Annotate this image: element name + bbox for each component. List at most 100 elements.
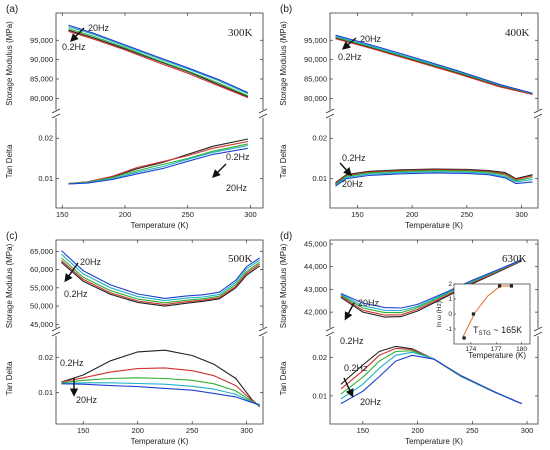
inset-chart: 174 177 180 -1 0 1 2 Temperature (K) ln ω (Hz) TS… (436, 281, 531, 360)
series-line-black (61, 349, 261, 408)
panel-a: 80,000 85,000 90,000 95,000 Storage Modulus … (5, 4, 268, 230)
series-line-cyan (61, 253, 261, 302)
frame-top (329, 239, 539, 328)
storage-modulus-subplot: 80,000 85,000 90,000 95,000 Storage Modulus … (279, 21, 538, 106)
x-tick-label: 250 (181, 210, 194, 219)
series-line-blue (61, 383, 260, 406)
y-tick-label: 90,000 (304, 55, 327, 64)
tan-delta-subplot: 0.01 0.02 Tan Delta (279, 345, 538, 405)
x-axis-title: Temperature (K) (405, 221, 463, 230)
axis-break (258, 113, 268, 119)
y-tick-label: 0.02 (38, 134, 53, 143)
freq-label-low: 0.2Hz (338, 52, 362, 62)
inset-y-tick-label: 2 (448, 281, 452, 288)
x-tick-label: 300 (244, 210, 257, 219)
series-line-red (68, 30, 249, 99)
freq-label-low: 0.2Hz (64, 289, 88, 299)
y-tick-label: 80,000 (304, 94, 327, 103)
series-line-green (68, 28, 249, 97)
x-tick-label: 150 (357, 426, 370, 435)
x-tick-label: 200 (406, 210, 419, 219)
inset-frame (453, 283, 531, 345)
inset-y-tick-label: 0 (448, 311, 452, 318)
y-tick-label: 42,000 (304, 308, 327, 317)
frequency-arrow (341, 37, 357, 50)
series-line-black (68, 29, 249, 98)
inset-x-tick-label: 180 (516, 346, 527, 353)
series-line-blue (335, 34, 533, 94)
series-line-cyan (335, 171, 533, 186)
series-line-blue (335, 172, 533, 187)
y-tick-label: 60,000 (30, 265, 53, 274)
freq-label-high: 20Hz (76, 395, 98, 405)
freq-label-low: 0.2Hz (342, 153, 366, 163)
tan-delta-subplot: 0.01 0.02 Tan Delta (5, 349, 263, 408)
frame (325, 239, 543, 425)
x-tick-label: 300 (521, 426, 534, 435)
y-tick-label: 55,000 (30, 283, 53, 292)
x-tick-label: 250 (466, 426, 479, 435)
inset-x-axis-title: Temperature (K) (468, 351, 526, 360)
inset-data-point (462, 336, 466, 340)
frame (51, 12, 268, 209)
series-line-blue (340, 354, 522, 405)
panel-letter: (a) (6, 4, 18, 15)
series-line-green (61, 257, 261, 304)
y-tick-label: 65,000 (30, 247, 53, 256)
y-tick-label: 0.02 (312, 134, 327, 143)
freq-label-low: 0.2Hz (226, 152, 250, 162)
x-axis-title: Temperature (K) (131, 221, 189, 230)
y-axis-title: Tan Delta (5, 144, 14, 178)
inset-y-tick-label: 1 (448, 296, 452, 303)
series-line-black (335, 37, 533, 95)
x-axis-title: Temperature (K) (131, 437, 189, 446)
frame-bottom (329, 336, 539, 425)
series-line-black (61, 261, 261, 307)
y-axis-title: Tan Delta (5, 361, 14, 395)
freq-label-low: 0.2Hz (340, 336, 364, 346)
temperature-label: 300K (228, 27, 253, 39)
inset-data-point (498, 284, 502, 288)
y-tick-label: 0.02 (38, 353, 53, 362)
frame-top (55, 239, 264, 328)
frequency-arrow (70, 27, 85, 42)
freq-label-high: 20Hz (358, 298, 380, 308)
y-tick-label: 0.01 (312, 174, 327, 183)
series-line-cyan (61, 382, 260, 406)
inset-annotation: TSTG ~ 165K (473, 325, 522, 337)
freq-label-low: 0.2Hz (344, 363, 368, 373)
x-axis-title: Temperature (K) (405, 437, 463, 446)
axis-break (258, 326, 268, 332)
series-line-blue (61, 250, 261, 299)
series-line-black (340, 260, 522, 318)
axis-break (533, 113, 543, 119)
x-tick-label: 200 (411, 426, 424, 435)
y-axis-title: Storage Modulus (MPa) (279, 21, 288, 106)
x-tick-label: 250 (461, 210, 474, 219)
y-tick-label: 95,000 (30, 36, 53, 45)
series-line-blue (68, 24, 249, 94)
x-tick-label: 300 (515, 210, 528, 219)
panel-letter: (c) (6, 231, 18, 242)
temperature-label: 630K (502, 253, 527, 265)
y-axis-title: Storage Modulus (MPa) (5, 21, 14, 106)
frame-top (55, 12, 264, 110)
series-line-red (340, 260, 522, 316)
y-tick-label: 0.01 (312, 391, 327, 400)
inset-y-tick-label: -1 (446, 326, 452, 333)
frequency-arrow (64, 262, 79, 283)
frequency-arrow (343, 377, 354, 398)
x-tick-label: 150 (56, 210, 69, 219)
y-tick-label: 44,000 (304, 262, 327, 271)
axis-break (258, 331, 268, 337)
y-tick-label: 0.02 (312, 353, 327, 362)
frame (325, 12, 543, 209)
series-line-blue (68, 147, 248, 185)
axis-break (325, 331, 335, 337)
y-axis-title: Storage Modulus (MPa) (5, 243, 14, 328)
x-tick-label: 300 (240, 426, 253, 435)
x-tick-label: 200 (131, 426, 144, 435)
freq-label-high: 20Hz (80, 257, 102, 267)
inset-y-axis-title: ln ω (Hz) (436, 301, 443, 327)
frame-top (329, 12, 539, 110)
